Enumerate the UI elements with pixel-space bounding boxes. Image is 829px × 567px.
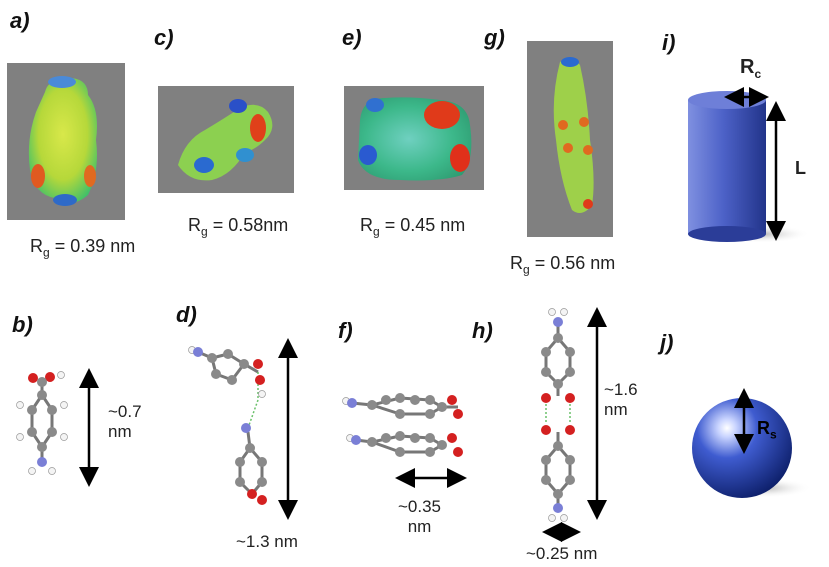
label-rc: Rc	[740, 56, 762, 81]
panel-label-e: e)	[342, 25, 362, 50]
rg-label-g: Rg = 0.56 nm	[510, 253, 616, 277]
molecule-h	[541, 308, 575, 522]
dimension-h-length: ~1.6 nm	[604, 380, 638, 419]
esp-map-c	[178, 99, 273, 181]
dimension-f: ~0.35 nm	[398, 497, 442, 536]
sphere-model	[692, 398, 812, 498]
panel-label-i: i)	[662, 30, 676, 55]
esp-map-e	[358, 97, 472, 181]
panel-label-d: d)	[176, 302, 197, 327]
panel-label-h: h)	[472, 318, 493, 343]
panel-label-f: f)	[338, 318, 353, 343]
rg-label-a: Rg = 0.39 nm	[30, 236, 136, 260]
panel-label-a: a)	[10, 8, 30, 33]
dimension-b: ~0.7 nm	[108, 402, 142, 441]
esp-map-g	[553, 57, 594, 214]
cylinder-model	[688, 91, 810, 243]
esp-map-a	[28, 76, 97, 206]
panel-label-b: b)	[12, 312, 33, 337]
rg-label-e: Rg = 0.45 nm	[360, 215, 466, 239]
rg-label-c: Rg = 0.58nm	[188, 215, 289, 239]
dimension-d: ~1.3 nm	[236, 532, 298, 551]
molecule-d	[188, 346, 267, 505]
molecule-f	[342, 393, 463, 457]
molecule-b	[16, 371, 68, 475]
label-rs: Rs	[757, 418, 777, 442]
panel-label-g: g)	[484, 25, 505, 50]
dimension-h-width: ~0.25 nm	[526, 544, 598, 563]
panel-label-j: j)	[660, 330, 674, 355]
label-length: L	[795, 158, 806, 178]
panel-label-c: c)	[154, 25, 174, 50]
